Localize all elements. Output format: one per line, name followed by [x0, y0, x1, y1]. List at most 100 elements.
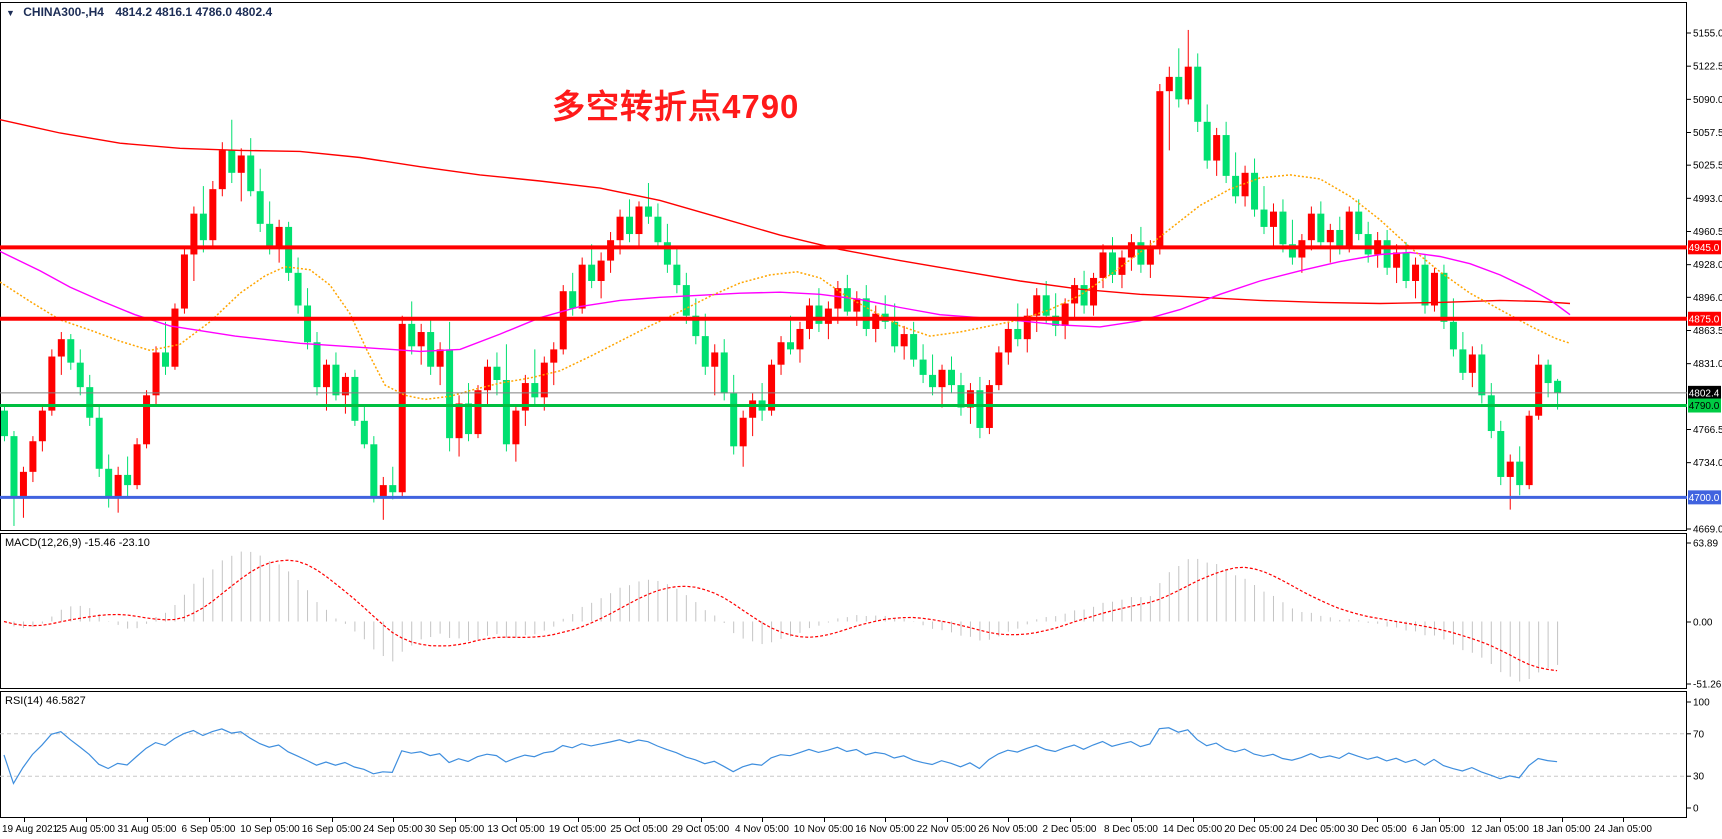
candle-body	[1061, 303, 1069, 326]
candle-body	[1004, 328, 1012, 353]
candle-body	[379, 485, 387, 498]
candle-body	[1336, 229, 1344, 248]
x-axis-label: 8 Dec 05:00	[1104, 824, 1158, 835]
candle-body	[1213, 135, 1221, 161]
candle-body	[673, 264, 681, 286]
date-tick	[85, 818, 87, 822]
rsi-line	[3, 727, 1558, 785]
candle-body	[341, 376, 349, 396]
candle-body	[237, 155, 245, 173]
date-tick	[270, 818, 271, 822]
macd-signal-line	[3, 559, 1558, 672]
candle-body	[105, 468, 113, 498]
date-tick	[639, 818, 640, 822]
ohlc-values-label: 4814.2 4816.1 4786.0 4802.4	[115, 5, 273, 19]
candle-body	[730, 393, 738, 447]
candle-body	[1497, 431, 1505, 477]
candle-body	[313, 342, 321, 388]
date-tick	[1192, 818, 1194, 822]
candle-body	[417, 332, 425, 347]
chevron-down-icon[interactable]: ▼	[6, 8, 15, 18]
candle-body	[796, 328, 804, 350]
candle-body	[48, 356, 56, 411]
candle-body	[1232, 175, 1240, 197]
date-tick	[885, 818, 886, 822]
candle-body	[95, 417, 103, 469]
candle-body	[1317, 213, 1325, 243]
candle-body	[607, 240, 615, 261]
price-badge	[1688, 385, 1721, 400]
rsi-panel-border	[0, 691, 1687, 818]
candle-body	[483, 366, 491, 391]
candle-body	[171, 308, 179, 367]
candle-body	[1023, 315, 1031, 340]
price-tick-label: 4993.0	[1693, 194, 1722, 205]
candle-body	[370, 444, 378, 498]
candle-body	[76, 362, 84, 388]
candle-body	[938, 369, 946, 388]
candle-body	[1412, 264, 1420, 281]
price-tick-label: 5090.0	[1693, 95, 1722, 106]
x-axis-label: 30 Dec 05:00	[1347, 824, 1407, 835]
candle-body	[891, 321, 899, 347]
candle-body	[787, 342, 795, 350]
candle-body	[749, 400, 757, 418]
price-tick-label: 5025.5	[1693, 161, 1722, 172]
macd-histogram	[13, 551, 1559, 682]
candle-body	[57, 339, 65, 357]
candle-body	[1355, 211, 1363, 235]
candle-body	[1080, 285, 1088, 306]
candle-body	[644, 206, 652, 217]
macd-tick-label: -51.26	[1693, 680, 1722, 691]
x-axis-label: 4 Nov 05:00	[735, 824, 789, 835]
candle-body	[521, 383, 529, 411]
annotation-text[interactable]: 多空转折点4790	[552, 88, 800, 125]
date-tick	[454, 818, 456, 822]
macd-tick-label: 63.89	[1693, 539, 1718, 550]
candle-body	[199, 213, 207, 241]
candle-body	[862, 298, 870, 329]
x-axis-label: 30 Sep 05:00	[424, 824, 485, 835]
date-axis[interactable]: 19 Aug 2021 25 Aug 05:00 31 Aug 05:00 6 Sep…	[0, 818, 1722, 839]
candle-body	[597, 260, 605, 281]
candle-body	[1554, 380, 1562, 393]
price-badge-label: 4790.0	[1689, 401, 1720, 412]
x-axis-label: 18 Jan 05:00	[1532, 824, 1591, 835]
candle-body	[843, 288, 851, 312]
candle-body	[190, 213, 198, 255]
candle-body	[966, 390, 974, 408]
date-tick	[823, 818, 825, 822]
candle-body	[209, 189, 217, 241]
candle-body	[1071, 285, 1079, 304]
main-chart-canvas[interactable]: 5155.0 5122.5 5090.0 5057.5 5025.5 4993.0 4960…	[0, 0, 1722, 533]
candle-body	[1345, 211, 1353, 248]
macd-canvas[interactable]: 63.89 0.00 -51.26	[0, 533, 1722, 691]
x-axis-label: 12 Jan 05:00	[1471, 824, 1529, 835]
candle-body	[512, 410, 520, 445]
x-axis-label: 6 Jan 05:00	[1412, 824, 1465, 835]
candle-body	[1421, 264, 1429, 306]
candle-body	[1042, 295, 1050, 316]
candle-body	[1449, 321, 1457, 350]
candle-body	[427, 332, 435, 367]
candle-body	[389, 485, 397, 493]
x-axis-label: 25 Aug 05:00	[56, 824, 115, 835]
candle-body	[161, 352, 169, 367]
candle-body	[711, 352, 719, 367]
x-axis-label: 22 Nov 05:00	[916, 824, 977, 835]
candle-body	[1402, 252, 1410, 281]
candle-body	[588, 264, 596, 281]
candle-body	[1127, 242, 1135, 258]
rsi-canvas[interactable]: 100 70 30 0	[0, 691, 1722, 818]
candle-body	[1194, 66, 1202, 122]
candle-body	[1, 410, 8, 437]
candle-body	[626, 216, 634, 235]
candle-body	[38, 410, 46, 442]
x-axis-label: 19 Oct 05:00	[548, 824, 607, 835]
candle-body	[143, 395, 151, 445]
candle-body	[834, 288, 842, 309]
candle-body	[1288, 244, 1296, 258]
price-badge	[1688, 240, 1721, 255]
candle-body	[124, 474, 132, 486]
